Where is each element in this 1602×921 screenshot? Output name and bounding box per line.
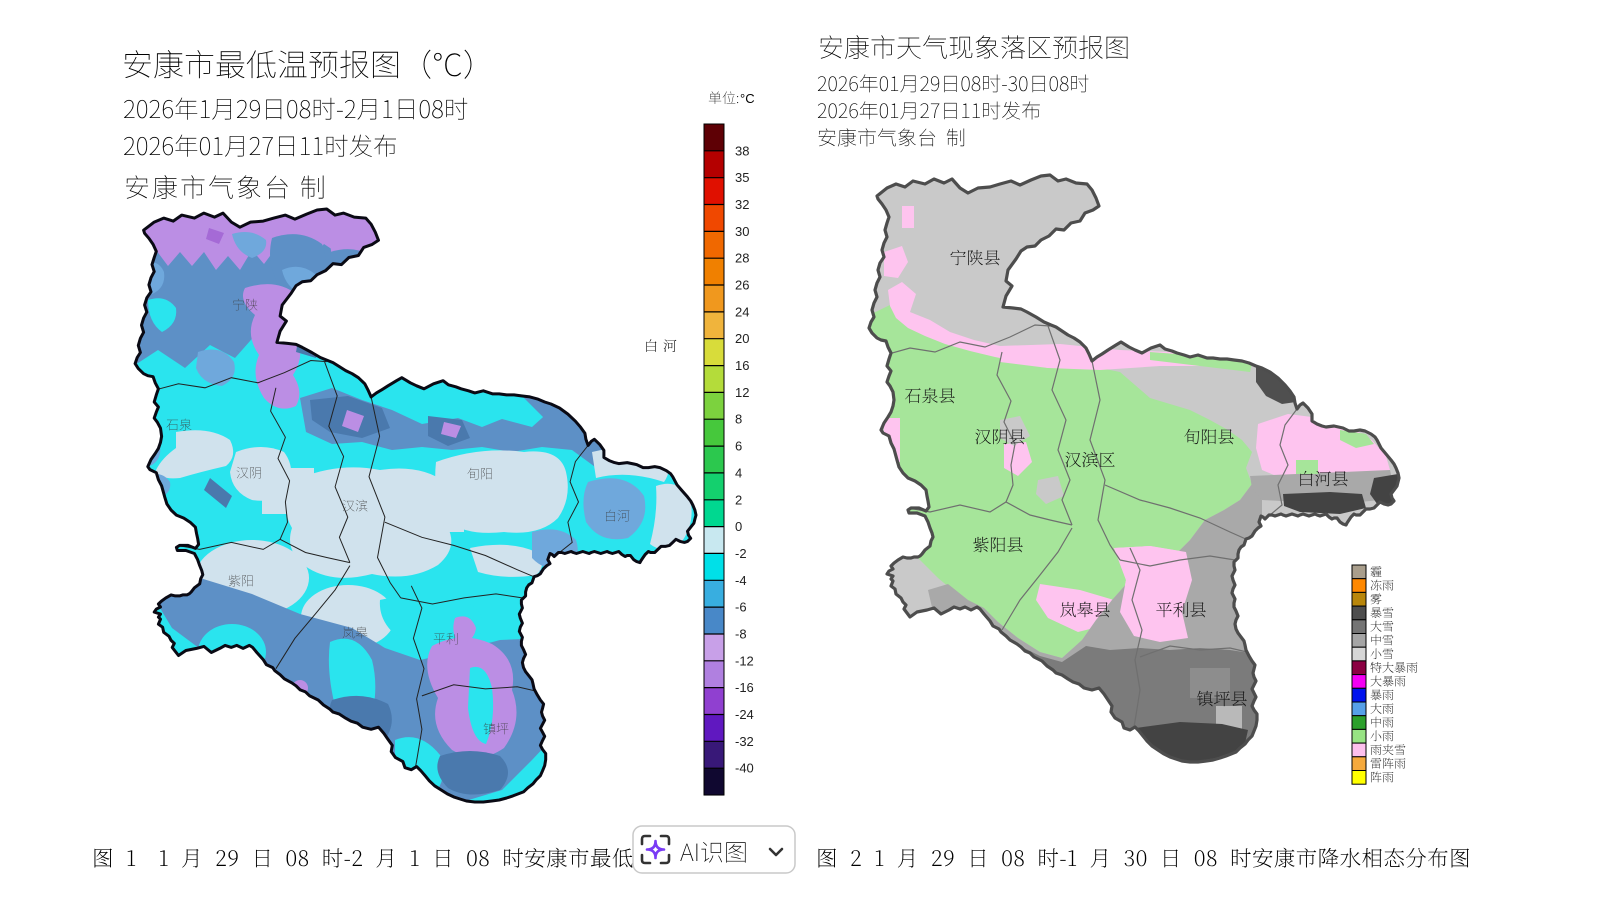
svg-text:38: 38 [735, 143, 749, 158]
svg-text:32: 32 [735, 197, 749, 212]
svg-text:0: 0 [735, 519, 742, 534]
svg-text:-2: -2 [735, 546, 747, 561]
svg-text:12: 12 [735, 385, 749, 400]
svg-text:°C: °C [740, 91, 755, 106]
svg-text:-16: -16 [735, 680, 754, 695]
svg-text:4: 4 [735, 465, 742, 480]
svg-text:-4: -4 [735, 573, 747, 588]
svg-text:8: 8 [735, 412, 742, 427]
svg-text:-24: -24 [735, 707, 754, 722]
svg-text:24: 24 [735, 304, 749, 319]
svg-text:28: 28 [735, 251, 749, 266]
svg-text:26: 26 [735, 278, 749, 293]
svg-text:16: 16 [735, 358, 749, 373]
svg-text:-8: -8 [735, 627, 747, 642]
svg-text:20: 20 [735, 331, 749, 346]
svg-text:30: 30 [735, 224, 749, 239]
svg-text:35: 35 [735, 170, 749, 185]
svg-text:2: 2 [735, 492, 742, 507]
svg-text:-32: -32 [735, 734, 754, 749]
svg-text:-12: -12 [735, 653, 754, 668]
svg-text:-6: -6 [735, 600, 747, 615]
svg-text:-40: -40 [735, 761, 754, 776]
svg-text:6: 6 [735, 439, 742, 454]
